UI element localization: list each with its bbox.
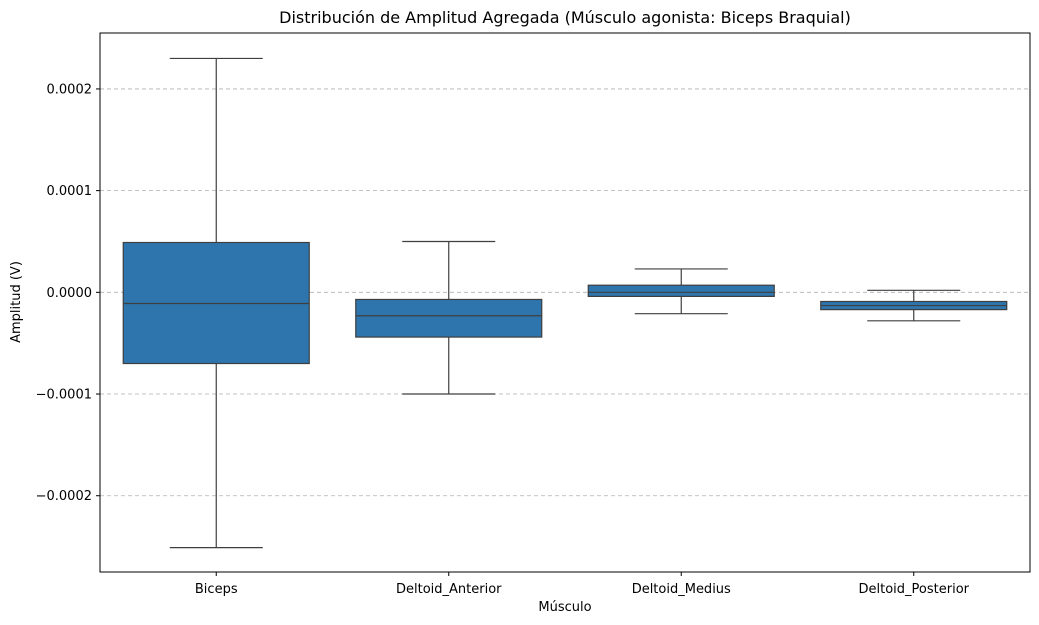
plot-frame [99, 32, 1031, 573]
box-deltoid-anterior [355, 240, 543, 395]
x-tick-label: Deltoid_Medius [632, 582, 731, 597]
x-tick-label: Biceps [195, 582, 238, 597]
x-axis-label: Músculo [538, 600, 591, 615]
y-tick-label: 0.0001 [47, 184, 93, 199]
x-tick-label: Deltoid_Anterior [396, 582, 502, 597]
iqr-box [587, 284, 775, 297]
y-axis-ticks: −0.0002 −0.0001 0.0000 0.0001 0.0002 [36, 82, 100, 504]
box-deltoid-posterior [820, 289, 1008, 322]
x-tick-label: Deltoid_Posterior [859, 582, 970, 597]
y-tick-label: 0.0000 [47, 286, 93, 301]
y-tick-label: −0.0001 [36, 388, 92, 403]
boxes [122, 57, 1008, 549]
box-deltoid-medius [587, 268, 775, 315]
box-biceps [122, 57, 310, 549]
y-axis-label: Amplitud (V) [9, 261, 24, 343]
y-tick-label: 0.0002 [47, 82, 93, 97]
y-tick-label: −0.0002 [36, 489, 92, 504]
iqr-box [355, 298, 543, 338]
x-axis-ticks: Biceps Deltoid_Anterior Deltoid_Medius Delt… [195, 572, 970, 597]
chart-title: Distribución de Amplitud Agregada (Múscu… [279, 8, 851, 27]
